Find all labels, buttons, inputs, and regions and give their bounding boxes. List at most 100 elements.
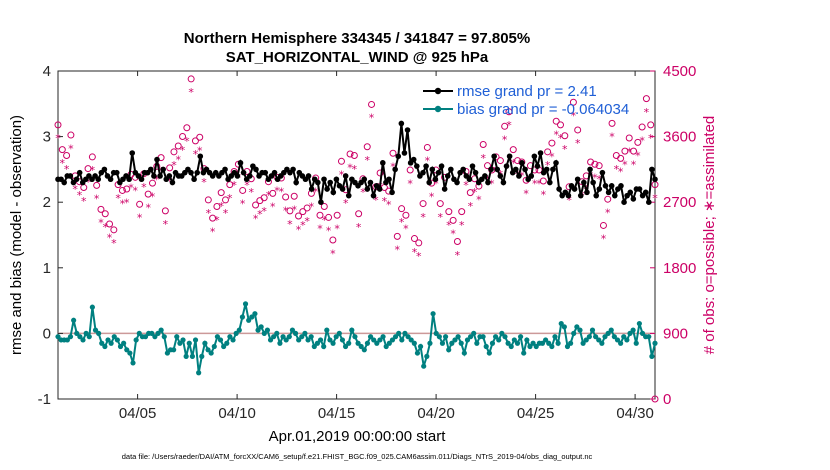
rmse-point (157, 173, 163, 179)
bias-point (221, 343, 227, 350)
rmse-point (147, 166, 154, 173)
bias-point (108, 340, 114, 346)
possible-obs-point (166, 164, 174, 172)
bias-point (489, 340, 496, 346)
assimilated-obs-point: * (201, 176, 207, 189)
possible-obs-point (376, 169, 384, 177)
right-tick-label: 4500 (663, 63, 696, 80)
bias-point (192, 337, 199, 343)
bias-point (486, 350, 492, 356)
assimilated-obs-point: * (120, 198, 126, 211)
assimilated-obs-point: * (94, 193, 100, 206)
rmse-point (438, 163, 445, 169)
assimilated-obs-point: * (558, 132, 564, 145)
possible-obs-point (458, 208, 466, 216)
rmse-point (138, 176, 145, 183)
assimilated-obs-point: * (532, 177, 538, 190)
assimilated-obs-point: * (433, 177, 439, 190)
bias-point (652, 340, 658, 346)
assimilated-obs-point: * (575, 137, 581, 150)
bias-point (324, 327, 330, 333)
rmse-point (519, 160, 525, 166)
rmse-point (537, 150, 544, 156)
assimilated-obs-point: * (566, 194, 572, 207)
possible-obs-point (67, 131, 75, 139)
rmse-point (318, 199, 324, 205)
bias-point (371, 337, 377, 343)
bias-point (383, 343, 389, 350)
rmse-point (379, 160, 386, 166)
bias-point (189, 353, 196, 359)
bias-point (543, 337, 549, 343)
bias-point (514, 340, 521, 346)
bias-point (421, 363, 427, 369)
assimilated-obs-point: * (137, 212, 143, 225)
possible-obs-point (552, 117, 560, 125)
assimilated-obs-point: * (326, 225, 332, 238)
bias-point (99, 340, 105, 346)
rmse-point (367, 179, 374, 186)
rmse-point (188, 169, 194, 176)
bias-point (327, 337, 333, 343)
bias-point (417, 343, 424, 350)
assimilated-obs-point: * (446, 219, 452, 232)
possible-obs-point (226, 181, 234, 189)
bias-point (149, 330, 155, 336)
rmse-point (469, 163, 476, 169)
possible-obs-point (368, 100, 376, 108)
bias-point (508, 343, 514, 350)
rmse-point (73, 176, 80, 183)
bias-point (311, 343, 317, 350)
bias-point (405, 334, 411, 340)
rmse-point (429, 166, 436, 173)
assimilated-obs-point: * (193, 148, 199, 161)
rmse-point (543, 166, 550, 173)
possible-obs-point (483, 162, 491, 170)
bias-point (302, 330, 308, 336)
possible-obs-point (252, 201, 260, 209)
bias-point (411, 340, 417, 346)
right-tick-label: 900 (663, 325, 688, 342)
bias-point (289, 327, 296, 333)
bias-point (630, 327, 636, 333)
assimilated-obs-point: * (592, 172, 598, 185)
left-tick-label: 0 (43, 325, 51, 342)
assimilated-obs-point: * (373, 194, 379, 207)
assimilated-obs-point: * (240, 198, 246, 211)
rmse-point (565, 192, 572, 199)
rmse-point (482, 173, 488, 179)
rmse-point (67, 173, 74, 179)
rmse-point (630, 196, 637, 202)
possible-obs-point (204, 196, 212, 204)
assimilated-obs-point: * (257, 208, 263, 221)
assimilated-obs-point: * (261, 205, 267, 218)
assimilated-obs-point: * (562, 143, 568, 156)
bias-point (239, 314, 246, 320)
rmse-point (646, 199, 652, 205)
possible-obs-point (320, 202, 328, 210)
rmse-point (649, 166, 655, 173)
assimilated-obs-point: * (64, 163, 70, 176)
assimilated-obs-point: * (644, 106, 650, 119)
bias-point (414, 350, 421, 356)
rmse-point (491, 153, 497, 160)
assimilated-obs-point: * (304, 215, 310, 228)
assimilated-obs-point: * (270, 201, 276, 214)
bias-point (452, 337, 458, 343)
left-tick-label: -1 (38, 391, 51, 408)
possible-obs-point (389, 149, 397, 157)
bias-point (442, 334, 449, 340)
assimilated-obs-point: * (81, 195, 87, 208)
bias-point (599, 340, 605, 346)
bias-point (611, 334, 617, 340)
rmse-point (330, 189, 337, 196)
assimilated-obs-point: * (511, 157, 517, 170)
rmse-point (522, 166, 528, 173)
rmse-point (506, 153, 513, 160)
assimilated-obs-point: * (300, 219, 306, 232)
rmse-point (547, 179, 553, 186)
x-tick-label: 04/30 (616, 405, 654, 422)
rmse-point (370, 192, 377, 199)
assimilated-obs-point: * (322, 214, 328, 227)
bias-point (424, 353, 430, 359)
